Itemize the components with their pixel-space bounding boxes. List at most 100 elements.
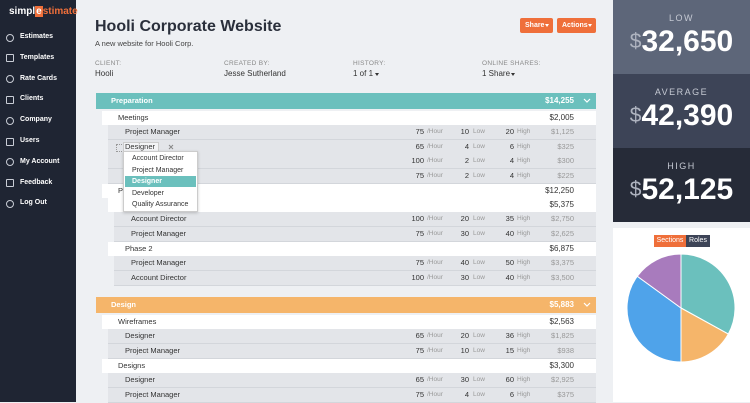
summary-label: AVERAGE xyxy=(654,87,709,97)
rate-unit: /Hour xyxy=(427,376,443,383)
dropdown-option[interactable]: Designer xyxy=(125,176,196,187)
amount: 32,650 xyxy=(641,25,734,58)
high: 4 xyxy=(509,170,514,180)
role: Project Manager xyxy=(131,258,187,267)
button[interactable]: Share xyxy=(520,18,553,33)
low: 30 xyxy=(460,272,469,282)
chart-tab[interactable]: Sections xyxy=(654,235,686,247)
chart-tab[interactable]: Roles xyxy=(686,235,710,247)
caret xyxy=(375,73,379,76)
dropdown-option[interactable]: Quality Assurance xyxy=(132,201,189,208)
nav-item[interactable]: Feedback xyxy=(20,178,53,186)
item-row xyxy=(114,270,596,286)
high-unit: High xyxy=(517,376,531,383)
high: 36 xyxy=(505,331,514,340)
high: 50 xyxy=(505,258,514,267)
low-unit: Low xyxy=(473,259,485,266)
button-label: Share xyxy=(525,22,545,29)
role-input-text: Designer xyxy=(125,141,156,151)
item-row xyxy=(108,168,596,184)
section-name: Preparation xyxy=(111,96,153,105)
clear-icon[interactable] xyxy=(168,144,174,150)
low: 30 xyxy=(460,375,469,384)
nav-icon xyxy=(6,199,14,208)
group-name: Meetings xyxy=(118,113,149,122)
group-total: $2,005 xyxy=(549,113,574,122)
group-total: $6,875 xyxy=(549,244,574,253)
x xyxy=(168,144,174,149)
meta-value: Hooli xyxy=(95,69,114,78)
high: 6 xyxy=(509,389,514,399)
cost: $2,750 xyxy=(551,214,574,223)
chevron[interactable] xyxy=(583,98,591,104)
rate: 65 xyxy=(415,375,424,384)
section-bar[interactable] xyxy=(96,93,596,109)
high-unit: High xyxy=(517,142,531,150)
group-name: Designs xyxy=(118,361,146,370)
rate: 100 xyxy=(411,156,424,165)
nav-icon xyxy=(6,137,14,146)
currency: $ xyxy=(629,178,642,201)
nav-item[interactable]: Rate Cards xyxy=(20,74,57,82)
dropdown-option[interactable]: Project Manager xyxy=(132,166,184,174)
group-row xyxy=(108,242,596,256)
low-unit: Low xyxy=(473,157,485,164)
group-total: $2,563 xyxy=(549,317,574,326)
section-bar[interactable] xyxy=(96,297,596,313)
nav-icon xyxy=(6,54,14,63)
dropdown-option[interactable]: Account Director xyxy=(132,155,184,162)
section-total: $5,883 xyxy=(549,300,574,309)
high-unit: High xyxy=(517,128,531,135)
nav-item[interactable]: Users xyxy=(20,137,40,144)
nav-item[interactable]: Log Out xyxy=(20,199,47,207)
chevron[interactable] xyxy=(583,302,591,308)
high: 4 xyxy=(509,156,514,165)
cost: $3,500 xyxy=(551,272,574,282)
group-row xyxy=(102,315,596,329)
nav-item[interactable]: Templates xyxy=(20,53,55,61)
meta-value: 1 Share xyxy=(482,69,511,78)
nav-item[interactable]: Clients xyxy=(20,95,44,103)
rate: 65 xyxy=(415,331,424,340)
low-unit: Low xyxy=(473,142,485,150)
high-unit: High xyxy=(517,273,531,281)
low: 20 xyxy=(460,214,469,223)
high: 6 xyxy=(509,141,514,151)
low-unit: Low xyxy=(473,332,485,339)
role: Account Director xyxy=(131,214,187,223)
group-row xyxy=(108,198,596,212)
amount: 52,125 xyxy=(641,173,734,206)
rate-unit: /Hour xyxy=(427,259,443,266)
cost: $375 xyxy=(557,389,574,399)
pie-chart xyxy=(626,253,736,363)
low-unit: Low xyxy=(473,229,485,237)
low-unit: Low xyxy=(473,215,485,222)
cost: $325 xyxy=(557,141,574,151)
rate-unit: /Hour xyxy=(427,142,443,150)
pie-slice xyxy=(680,253,736,335)
logo-c: stimate xyxy=(42,6,78,17)
caret xyxy=(511,73,515,76)
nav-item[interactable]: My Account xyxy=(20,157,60,165)
rate: 100 xyxy=(411,272,424,282)
logo: simplestimate xyxy=(9,6,78,18)
nav-item[interactable]: Company xyxy=(20,116,52,124)
high: 20 xyxy=(505,127,514,136)
title: Hooli Corporate Website xyxy=(95,18,282,35)
rate-unit: /Hour xyxy=(427,128,443,135)
section-name: Design xyxy=(111,300,137,309)
dropdown-option[interactable]: Developer xyxy=(132,189,164,197)
currency: $ xyxy=(629,104,642,127)
summary-label: HIGH xyxy=(667,161,696,171)
button[interactable]: Actions xyxy=(557,18,596,33)
meta-value: 1 of 1 xyxy=(353,69,374,78)
summary-label: LOW xyxy=(668,13,694,23)
nav-item[interactable]: Estimates xyxy=(20,33,54,40)
low-unit: Low xyxy=(473,390,485,398)
meta-label: HISTORY: xyxy=(353,60,386,67)
summary-value: $52,125 xyxy=(613,173,750,212)
low-unit: Low xyxy=(473,346,485,354)
low-unit: Low xyxy=(473,128,485,135)
caret xyxy=(588,24,592,27)
role: Project Manager xyxy=(125,345,181,355)
